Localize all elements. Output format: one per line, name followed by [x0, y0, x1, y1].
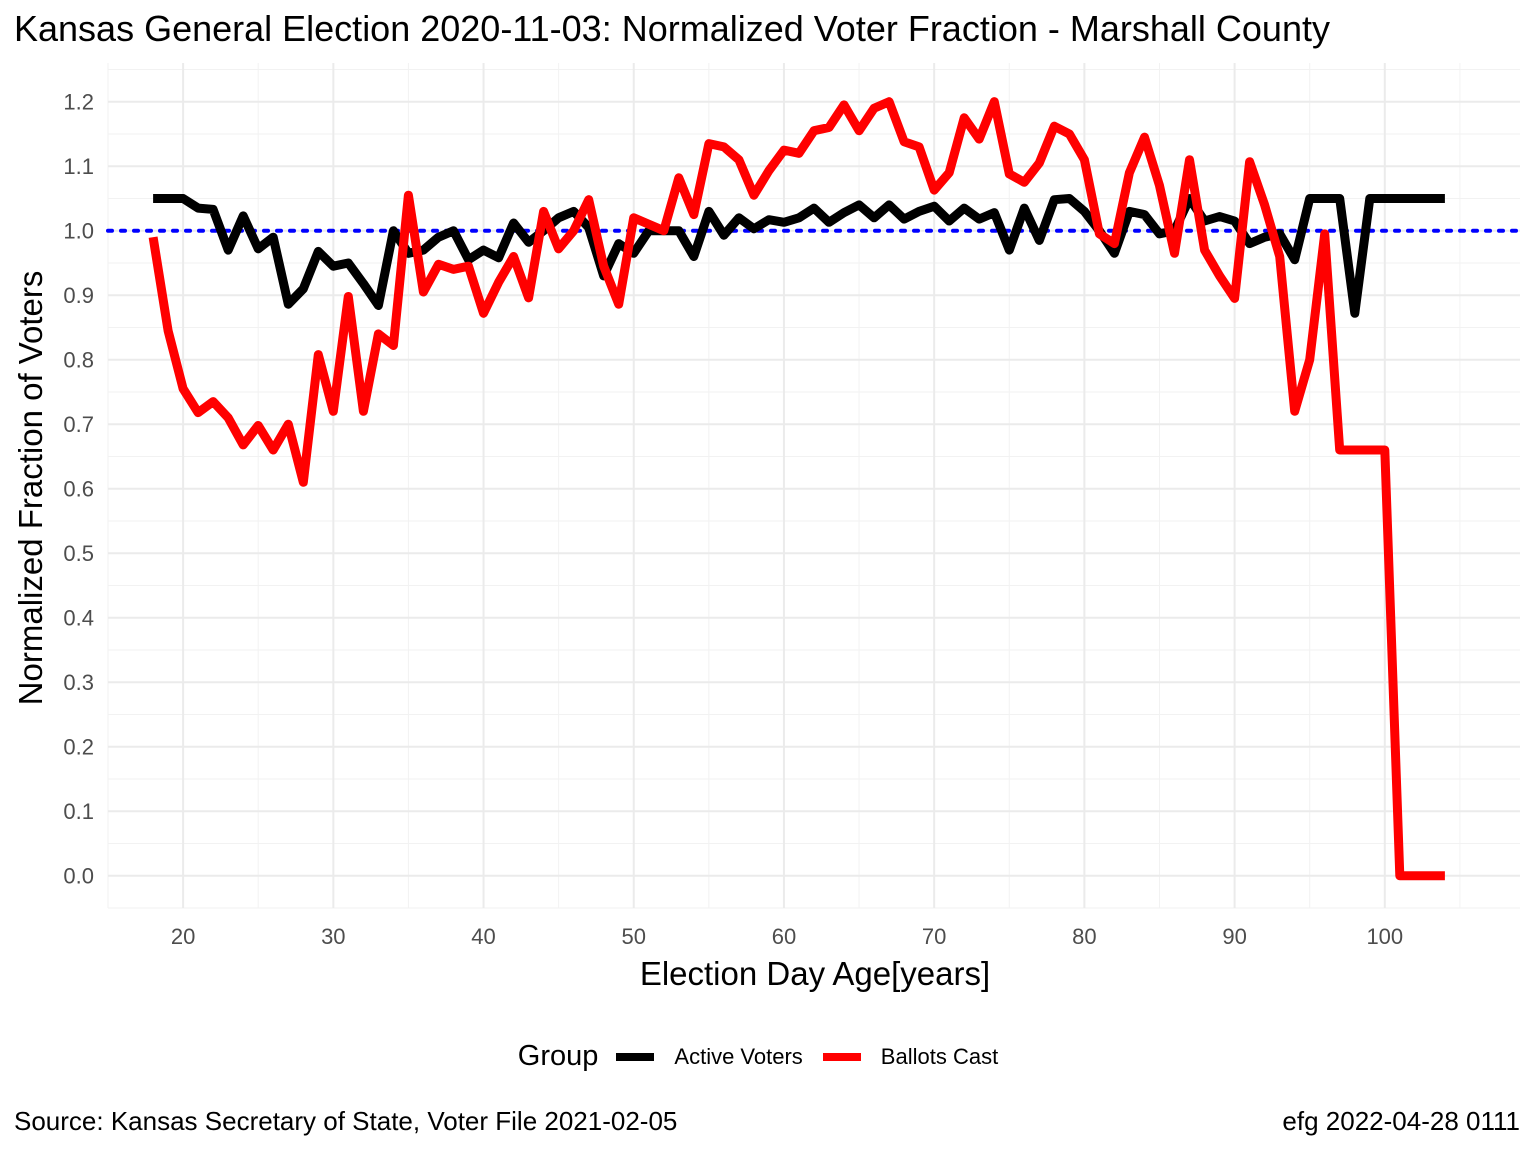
- legend-label-ballots-cast: Ballots Cast: [880, 1043, 999, 1069]
- y-tick-label: 0.8: [63, 348, 94, 373]
- x-tick-labels: 20 30 40 50 60 70 80 90 100: [171, 924, 1403, 949]
- x-tick-label: 30: [321, 924, 345, 949]
- x-tick-label: 80: [1072, 924, 1096, 949]
- major-gridlines: [108, 63, 1520, 908]
- x-axis-title: Election Day Age[years]: [640, 955, 990, 992]
- legend: Group Active Voters Ballots Cast: [0, 1040, 1536, 1073]
- y-tick-label: 0.1: [63, 799, 94, 824]
- y-tick-label: 0.4: [63, 606, 94, 631]
- y-tick-label: 0.6: [63, 477, 94, 502]
- x-tick-label: 50: [622, 924, 646, 949]
- legend-item-ballots-cast: Ballots Cast: [822, 1043, 999, 1070]
- series-line-active-voters: [153, 194, 1445, 318]
- legend-key-active-voters: [616, 1052, 655, 1061]
- x-tick-label: 60: [772, 924, 796, 949]
- chart-title: Kansas General Election 2020-11-03: Norm…: [14, 8, 1330, 49]
- source-caption: Source: Kansas Secretary of State, Voter…: [14, 1106, 678, 1136]
- y-tick-label: 0.0: [63, 864, 94, 889]
- y-tick-label: 0.5: [63, 541, 94, 566]
- legend-title: Group: [517, 1040, 599, 1072]
- series-line-ballots-cast: [148, 97, 1445, 881]
- legend-item-active-voters: Active Voters: [616, 1043, 803, 1070]
- x-tick-label: 100: [1366, 924, 1403, 949]
- line-chart: 20 30 40 50 60 70 80 90 100 0.00.10.20.30.40.50.…: [12, 63, 1522, 992]
- y-tick-label: 0.3: [63, 670, 94, 695]
- series-layer: [148, 97, 1445, 881]
- y-tick-label: 1.1: [63, 154, 94, 179]
- x-tick-label: 70: [922, 924, 946, 949]
- y-tick-label: 0.9: [63, 283, 94, 308]
- y-axis-title: Normalized Fraction of Voters: [12, 271, 49, 706]
- x-tick-label: 20: [171, 924, 195, 949]
- credit-caption: efg 2022-04-28 0111: [1282, 1106, 1520, 1136]
- x-tick-label: 90: [1222, 924, 1246, 949]
- legend-label-active-voters: Active Voters: [674, 1043, 803, 1069]
- y-tick-labels: 0.0 0.1 0.2 0.3 0.4 0.5 0.6 0.7 0.8 0.9 1.0 1.1 1.2: [63, 90, 94, 889]
- y-tick-label: 0.2: [63, 735, 94, 760]
- x-tick-label: 40: [471, 924, 495, 949]
- y-tick-label: 1.0: [63, 219, 94, 244]
- y-tick-label: 1.2: [63, 90, 94, 115]
- minor-gridlines: [107, 63, 1520, 909]
- y-tick-label: 0.7: [63, 412, 94, 437]
- legend-key-ballots-cast: [822, 1052, 861, 1061]
